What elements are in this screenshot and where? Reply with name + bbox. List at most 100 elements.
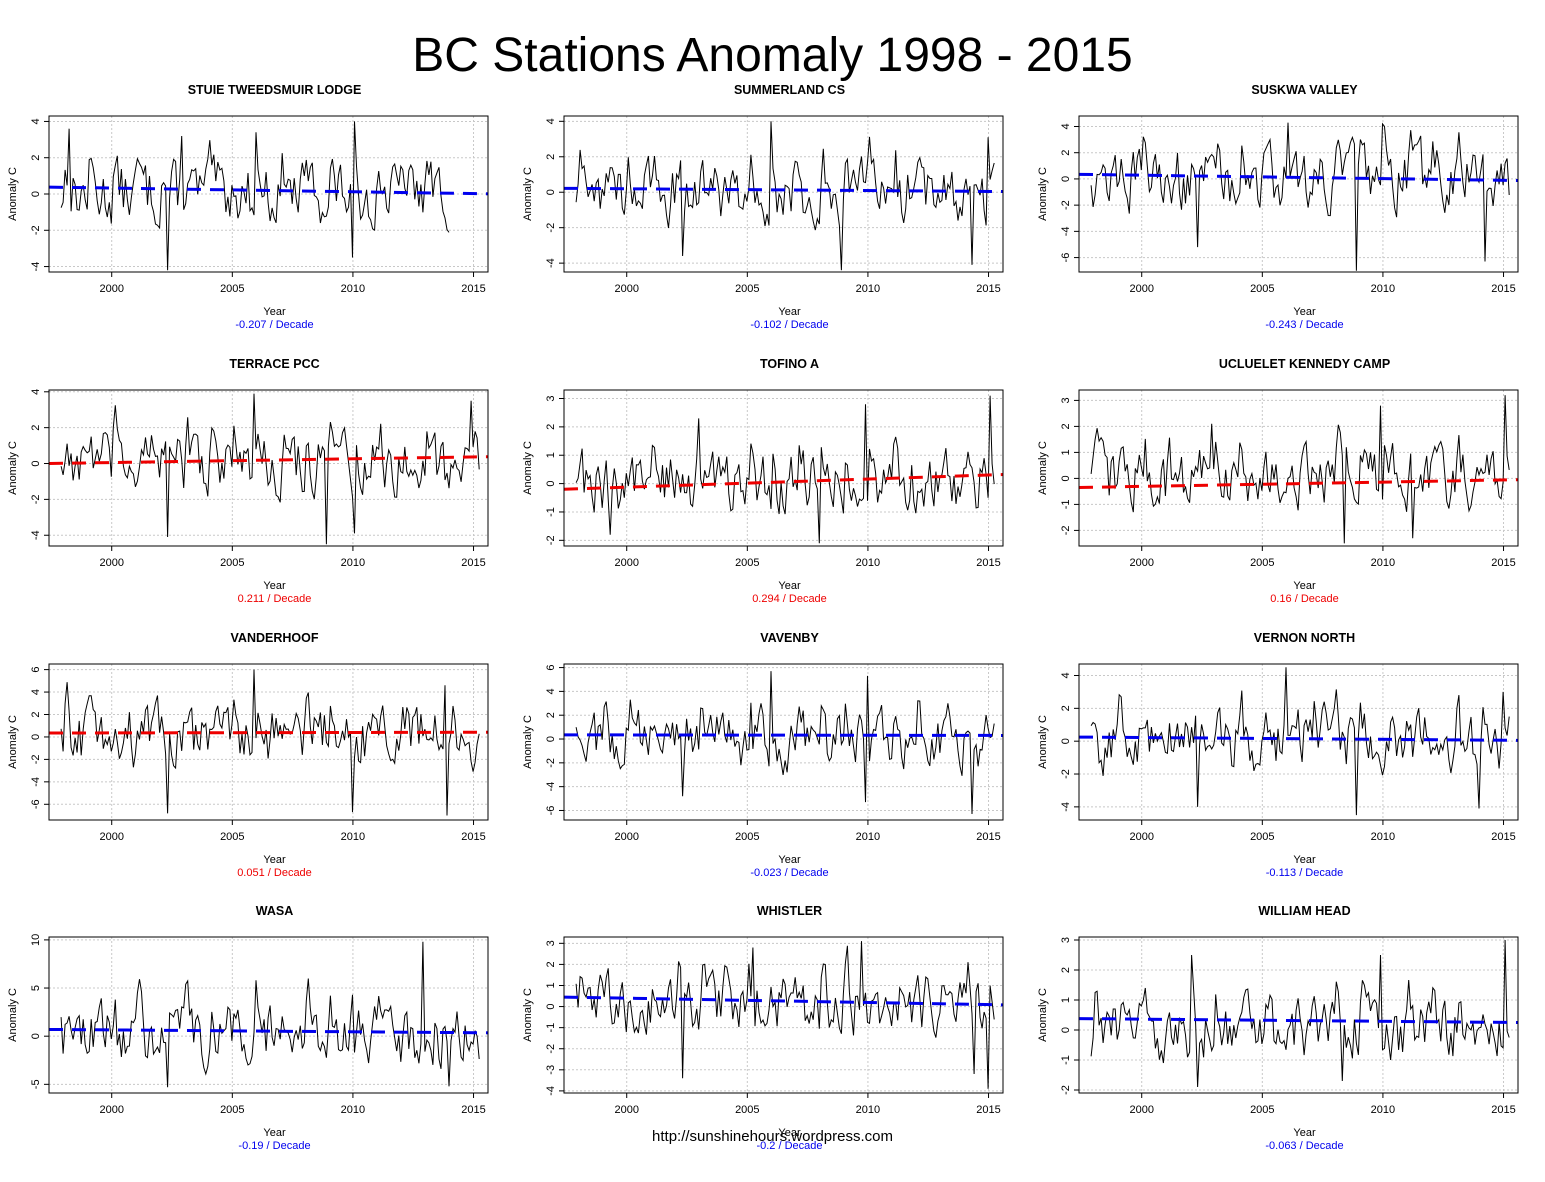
y-tick-label: -4 [30,262,42,272]
y-tick-label: -4 [30,530,42,540]
x-tick-label: 2005 [220,1104,244,1116]
x-tick-label: 2005 [220,557,244,569]
data-series-line [1090,667,1510,816]
y-tick-label: 6 [545,665,557,671]
x-tick-label: 2000 [99,1104,123,1116]
x-axis-label: Year [778,580,801,592]
trend-label: -0.063 / Decade [1265,1140,1343,1152]
data-series-line [60,121,450,271]
y-tick-label: 0 [545,1004,557,1010]
y-axis-label: Anomaly C [522,167,534,221]
x-tick-label: 2005 [735,557,759,569]
y-axis-label: Anomaly C [1037,988,1049,1042]
x-tick-label: 2015 [976,831,1000,843]
chart-title: SUSKWA VALLEY [1251,83,1358,97]
x-tick-label: 2010 [1371,557,1395,569]
y-axis-label: Anomaly C [522,441,534,495]
y-tick-label: 0 [545,481,557,487]
y-tick-label: -2 [30,494,42,504]
x-axis-label: Year [263,854,286,866]
y-tick-label: 4 [1060,123,1072,129]
x-tick-label: 2005 [220,283,244,295]
y-tick-label: -2 [1060,526,1072,536]
trend-line [563,186,1004,194]
y-tick-label: 6 [30,667,42,673]
chart-title: UCLUELET KENNEDY CAMP [1219,357,1390,371]
chart-svg: UCLUELET KENNEDY CAMP 2000 2005 2010 2015 -2 -… [1037,357,1519,605]
trend-label: -0.243 / Decade [1265,319,1343,331]
y-tick-label: -2 [545,223,557,233]
y-tick-label: -2 [1060,1085,1072,1095]
trend-line [1078,1017,1519,1024]
trend-label: 0.16 / Decade [1270,593,1339,605]
y-tick-label: 3 [545,395,557,401]
chart-title: WILLIAM HEAD [1258,904,1350,918]
y-tick-label: -4 [1060,226,1072,236]
y-tick-label: 2 [545,712,557,718]
y-tick-label: -6 [1060,253,1072,263]
y-axis-label: Anomaly C [7,441,19,495]
x-tick-label: 2015 [461,283,485,295]
trend-line [563,473,1004,491]
x-tick-label: 2010 [1371,1104,1395,1116]
x-tick-label: 2015 [976,283,1000,295]
y-tick-label: 10 [30,934,42,946]
x-tick-label: 2015 [1491,831,1515,843]
x-tick-label: 2010 [341,557,365,569]
x-tick-label: 2000 [1129,557,1153,569]
chart-svg: WASA 2000 2005 2010 2015 -5 0 5 10 Year Anomaly C -… [7,904,489,1152]
trend-label: -0.102 / Decade [750,319,828,331]
x-tick-label: 2000 [99,557,123,569]
chart-panel: WASA 2000 2005 2010 2015 -5 0 5 10 Year Anomaly C -… [0,903,515,1182]
data-series-line [1090,939,1510,1088]
y-tick-label: -2 [545,1044,557,1054]
trend-label: 0.294 / Decade [752,593,827,605]
y-tick-label: -5 [30,1079,42,1089]
y-tick-label: -4 [1060,802,1072,812]
chart-title: TERRACE PCC [229,357,319,371]
x-tick-label: 2005 [735,831,759,843]
y-axis-label: Anomaly C [1037,441,1049,495]
y-tick-label: 0 [30,1033,42,1039]
chart-panel: SUMMERLAND CS 2000 2005 2010 2015 -4 -2 0 2 4 Year… [515,82,1030,361]
chart-panel: VERNON NORTH 2000 2005 2010 2015 -4 -2 0 2 4 Year A… [1030,630,1545,909]
x-tick-label: 2010 [856,831,880,843]
chart-svg: TERRACE PCC 2000 2005 2010 2015 -4 -2 0 2 4 Year An… [7,357,489,605]
x-tick-label: 2000 [99,283,123,295]
y-tick-label: 0 [1060,1027,1072,1033]
chart-panel: TOFINO A 2000 2005 2010 2015 -2 -1 0 1 2 3 Year Anom… [515,356,1030,635]
plot-frame [563,389,1004,547]
y-tick-label: 2 [545,154,557,160]
x-tick-label: 2015 [976,1104,1000,1116]
chart-svg: WHISTLER 2000 2005 2010 2015 -4 -3 -2 -1 0 1 2 3 Year… [522,904,1004,1152]
data-series-line [60,941,480,1088]
y-tick-label: 2 [1060,705,1072,711]
y-axis-label: Anomaly C [1037,167,1049,221]
chart-svg: VANDERHOOF 2000 2005 2010 2015 -6 -4 -2 0 2 4 6 Year… [7,631,489,879]
y-tick-label: 0 [30,734,42,740]
y-tick-label: -2 [30,225,42,235]
y-tick-label: 4 [30,389,42,395]
trend-line [563,995,1004,1007]
chart-title: WASA [256,904,294,918]
plot-frame [1078,663,1519,821]
data-series-line [1090,395,1510,544]
chart-panel: STUIE TWEEDSMUIR LODGE 2000 2005 2010 2015 -4… [0,82,515,361]
plot-frame [1078,115,1519,273]
chart-title: TOFINO A [760,357,819,371]
page-title: BC Stations Anomaly 1998 - 2015 [412,29,1133,82]
y-tick-label: 2 [30,425,42,431]
y-tick-label: 4 [30,689,42,695]
trend-line [1078,735,1519,742]
trend-line [48,455,489,466]
footer-url: http://sunshinehours.wordpress.com [652,1128,893,1145]
plot-frame [1078,936,1519,1094]
data-series-line [60,393,480,545]
x-tick-label: 2010 [341,1104,365,1116]
y-axis-label: Anomaly C [7,167,19,221]
plot-frame [48,936,489,1094]
y-tick-label: 5 [30,985,42,991]
y-tick-label: 2 [30,155,42,161]
x-tick-label: 2015 [976,557,1000,569]
x-tick-label: 2005 [1250,831,1274,843]
